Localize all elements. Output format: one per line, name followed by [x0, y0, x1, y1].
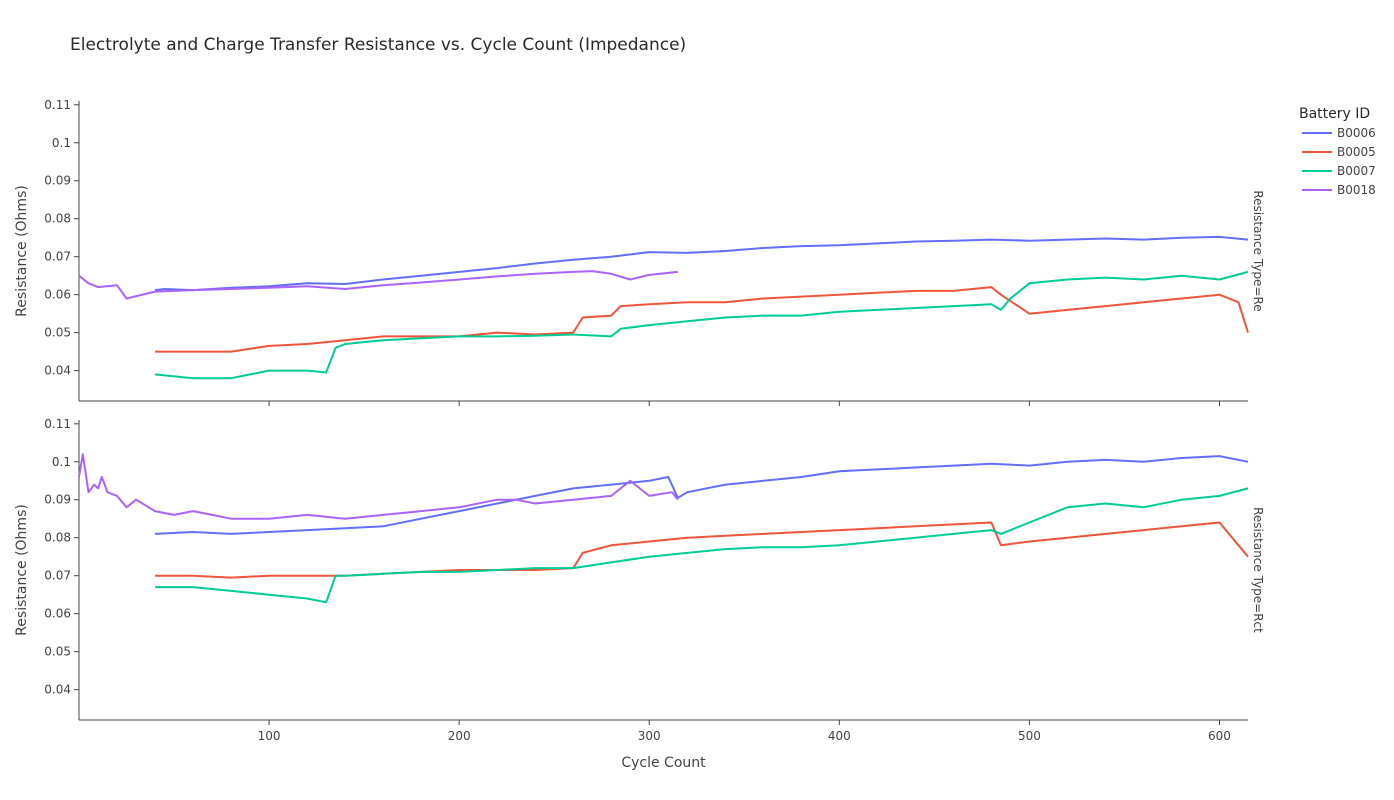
y-tick-label: 0.07 [44, 569, 71, 583]
legend-item-b0005[interactable]: B0005 [1302, 145, 1376, 159]
y-tick-label: 0.08 [44, 212, 71, 226]
y-tick-label: 0.09 [44, 174, 71, 188]
panel-rct: 0.04 0.05 0.06 0.07 0.08 0.09 0.1 0.11 100 200 300… [14, 417, 1265, 743]
y-axis-title: Resistance (Ohms) [14, 185, 30, 317]
x-tick-label: 400 [828, 729, 851, 743]
y-tick-label: 0.05 [44, 645, 71, 659]
legend-item-b0007[interactable]: B0007 [1302, 164, 1376, 178]
series-line-b0007 [155, 487, 1249, 604]
facet-label: Resistance Type=Rct [1251, 507, 1265, 633]
y-tick-label: 0.1 [52, 455, 71, 469]
x-tick-label: 500 [1018, 729, 1041, 743]
series-line-b0018 [78, 270, 678, 300]
series-line-b0006 [154, 455, 1249, 535]
series-line-b0005 [155, 521, 1249, 579]
series-line-b0006 [154, 235, 1249, 292]
y-tick-label: 0.06 [44, 607, 71, 621]
chart-title: Electrolyte and Charge Transfer Resistan… [70, 35, 686, 55]
y-tick-label: 0.06 [44, 288, 71, 302]
x-tick-label: 200 [448, 729, 471, 743]
y-tick-label: 0.07 [44, 250, 71, 264]
series-line-b0018 [78, 453, 679, 520]
legend-title: Battery ID [1299, 106, 1370, 122]
panel-re: 0.04 0.05 0.06 0.07 0.08 0.09 0.1 0.11 Resistanc… [14, 98, 1265, 406]
facet-label: Resistance Type=Re [1251, 190, 1265, 311]
legend-label: B0006 [1337, 126, 1376, 140]
legend-label: B0007 [1337, 164, 1376, 178]
y-tick-label: 0.04 [44, 364, 71, 378]
legend-item-b0018[interactable]: B0018 [1302, 183, 1376, 197]
y-tick-label: 0.05 [44, 326, 71, 340]
y-tick-label: 0.08 [44, 531, 71, 545]
y-tick-label: 0.09 [44, 493, 71, 507]
y-tick-label: 0.04 [44, 683, 71, 697]
y-axis-title: Resistance (Ohms) [14, 504, 30, 636]
x-tick-label: 300 [638, 729, 661, 743]
x-axis-title: Cycle Count [621, 755, 706, 771]
x-tick-label: 100 [258, 729, 281, 743]
legend: Battery ID B0006 B0005 B0007 B0018 [1299, 106, 1376, 197]
x-tick-label: 600 [1208, 729, 1231, 743]
legend-item-b0006[interactable]: B0006 [1302, 126, 1376, 140]
y-tick-label: 0.11 [44, 98, 71, 112]
legend-label: B0005 [1337, 145, 1376, 159]
series-line-b0007 [154, 270, 1249, 380]
y-tick-label: 0.1 [52, 136, 71, 150]
y-tick-label: 0.11 [44, 417, 71, 431]
series-line-b0005 [155, 286, 1249, 353]
legend-label: B0018 [1337, 183, 1376, 197]
